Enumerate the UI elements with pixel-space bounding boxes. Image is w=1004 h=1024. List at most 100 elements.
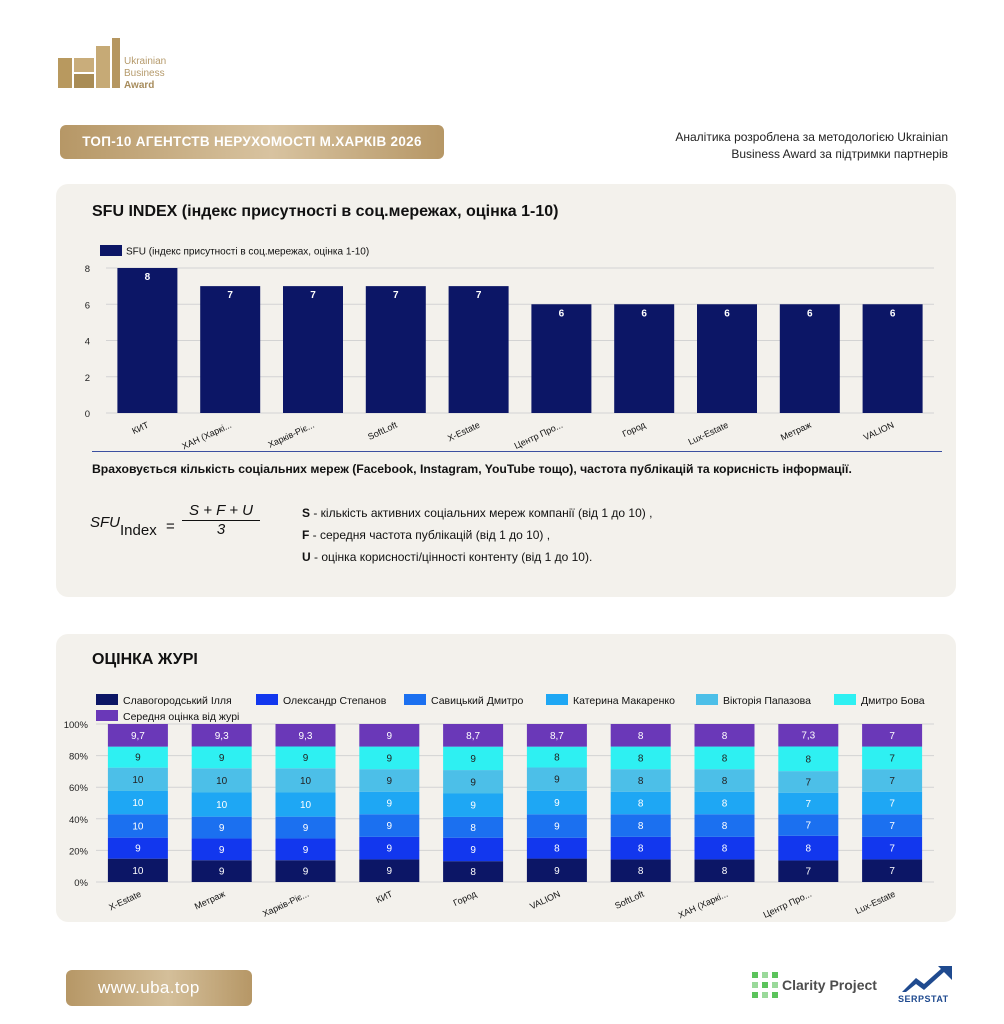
bar-value-label: 6 (641, 308, 647, 319)
logo-line-1: Ukrainian (124, 56, 167, 67)
stack-segment (275, 792, 336, 817)
segment-value-label: 8 (638, 753, 644, 764)
segment-value-label: 8 (554, 844, 560, 855)
stack-segment (275, 768, 336, 793)
jury-panel-title: ОЦІНКА ЖУРІ (92, 651, 198, 668)
stack-segment (526, 724, 587, 747)
sfu-formula: SFU Index = S + F + U 3 (90, 502, 290, 552)
stack-segment (443, 793, 504, 817)
stack-segment (191, 746, 252, 769)
stack-segment (359, 724, 420, 747)
bar (614, 304, 675, 413)
segment-value-label: 10 (132, 775, 144, 786)
stack-segment (694, 859, 755, 882)
stack-segment (359, 791, 420, 815)
stack-segment (694, 814, 755, 837)
x-tick-label: VALION (862, 420, 896, 443)
segment-value-label: 8 (722, 844, 728, 855)
stack-segment (191, 768, 252, 793)
stack-segment (443, 746, 504, 771)
segment-value-label: 8 (806, 754, 812, 765)
definition-u-key: U (302, 550, 311, 564)
sfu-bar-chart: 0 2 4 6 8 SFU (індекс присутності в соц.мереж… (85, 245, 934, 451)
stack-segment (778, 814, 839, 836)
serpstat-name: SERPSTAT (898, 994, 949, 1004)
segment-value-label: 8 (638, 866, 644, 877)
stack-segment (778, 835, 839, 861)
x-tick-label: Центр Про... (513, 420, 565, 451)
bar (862, 304, 923, 413)
definition-s-key: S (302, 506, 311, 520)
stack-segment (443, 770, 504, 794)
segment-value-label: 9 (135, 753, 141, 764)
y-tick-label: 60% (69, 783, 89, 794)
x-tick-label: Харків-Ріє... (261, 889, 310, 919)
segment-value-label: 9,7 (131, 731, 145, 742)
segment-value-label: 9 (219, 867, 225, 878)
legend-swatch (404, 694, 426, 705)
x-tick-label: ХАН (Харкі... (677, 889, 730, 921)
segment-value-label: 8 (638, 731, 644, 742)
jury-stacked-chart: Славогородський Ілля Олександр Степанов Са… (64, 694, 934, 921)
segment-value-label: 9 (554, 798, 560, 809)
segment-value-label: 7 (889, 731, 895, 742)
bar (117, 268, 178, 413)
y-tick-label: 2 (85, 373, 90, 384)
segment-value-label: 8 (470, 823, 476, 834)
page-title: ТОП-10 АГЕНТСТВ НЕРУХОМОСТІ М.ХАРКІВ 202… (60, 125, 444, 159)
segment-value-label: 8 (806, 844, 812, 855)
logo-line-3: Award (124, 80, 155, 91)
stack-segment (778, 746, 839, 772)
stack-segment (191, 724, 252, 747)
segment-value-label: 7 (806, 867, 812, 878)
segment-value-label: 8 (722, 776, 728, 787)
website-link[interactable]: www.uba.top (66, 970, 252, 1006)
stack-segment (526, 746, 587, 768)
segment-value-label: 10 (300, 800, 312, 811)
x-tick-label: SoftLoft (613, 889, 646, 911)
x-tick-label: Lux-Estate (687, 420, 730, 447)
legend-label: Савицький Дмитро (431, 695, 524, 707)
header-note-line-2: Business Award за підтримки партнерів (731, 147, 948, 161)
segment-value-label: 7 (806, 821, 812, 832)
x-tick-label: Центр Про... (762, 889, 814, 920)
x-tick-label: КИТ (374, 889, 394, 906)
logo-text: Ukrainian Business Award (124, 56, 166, 92)
segment-value-label: 9 (303, 845, 309, 856)
segment-value-label: 7 (806, 799, 812, 810)
y-tick-label: 100% (64, 720, 89, 731)
definition-u: U - оцінка корисності/цінності контенту … (302, 546, 652, 568)
segment-value-label: 9 (387, 776, 393, 787)
x-tick-label: Метраж (193, 889, 227, 912)
stack-segment (359, 836, 420, 860)
stack-segment (862, 746, 923, 770)
bar-value-label: 8 (145, 272, 151, 283)
segment-value-label: 8,7 (550, 731, 564, 742)
legend-label: Дмитро Бова (861, 695, 925, 707)
stack-segment (610, 724, 671, 747)
segment-value-label: 9 (554, 866, 560, 877)
segment-value-label: 9 (387, 753, 393, 764)
segment-value-label: 8 (470, 867, 476, 878)
x-tick-label: Город (452, 888, 479, 908)
stack-segment (107, 837, 168, 859)
stack-segment (778, 792, 839, 815)
stack-segment (862, 769, 923, 792)
bar-value-label: 7 (227, 290, 233, 301)
definition-f-key: F (302, 528, 310, 542)
segment-value-label: 8 (638, 776, 644, 787)
segment-value-label: 8 (722, 821, 728, 832)
stack-segment (275, 746, 336, 769)
stack-segment (694, 724, 755, 747)
segment-value-label: 7 (889, 844, 895, 855)
segment-value-label: 9,3 (299, 731, 313, 742)
stack-segment (610, 791, 671, 815)
stack-segment (107, 858, 168, 882)
header-note: Аналітика розроблена за методологією Ukr… (628, 129, 948, 163)
x-tick-label: Lux-Estate (854, 889, 897, 916)
bar (283, 286, 343, 413)
legend-label: Славогородський Ілля (123, 695, 232, 707)
stack-segment (275, 860, 336, 882)
segment-value-label: 8 (554, 753, 560, 764)
jury-panel: ОЦІНКА ЖУРІ Славогородський Ілля Олександ… (56, 634, 956, 922)
